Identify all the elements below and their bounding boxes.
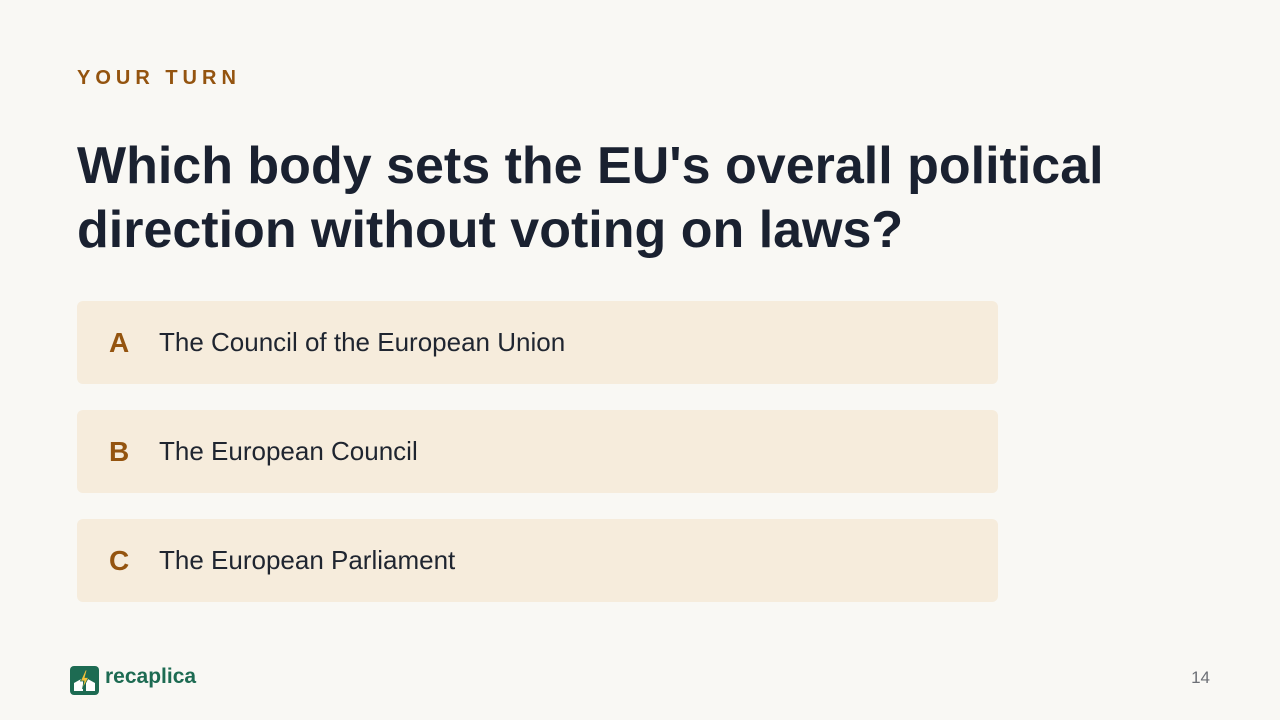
page-number: 14: [1191, 668, 1210, 687]
question-heading: Which body sets the EU's overall politic…: [77, 137, 1104, 259]
recaplica-logo-icon: [70, 666, 99, 695]
option-letter: C: [109, 544, 130, 576]
option-text: The European Council: [159, 436, 418, 466]
option-letter: A: [109, 326, 130, 358]
brand: recaplica: [70, 664, 197, 695]
eyebrow-label: YOUR TURN: [77, 67, 241, 89]
option-b[interactable]: B The European Council: [77, 410, 998, 493]
option-text: The Council of the European Union: [159, 327, 566, 357]
option-letter: B: [109, 435, 130, 467]
brand-name: recaplica: [105, 664, 197, 688]
option-a[interactable]: A The Council of the European Union: [77, 301, 998, 384]
answer-options: A The Council of the European Union B Th…: [77, 301, 998, 628]
option-text: The European Parliament: [159, 545, 456, 575]
option-c[interactable]: C The European Parliament: [77, 519, 998, 602]
